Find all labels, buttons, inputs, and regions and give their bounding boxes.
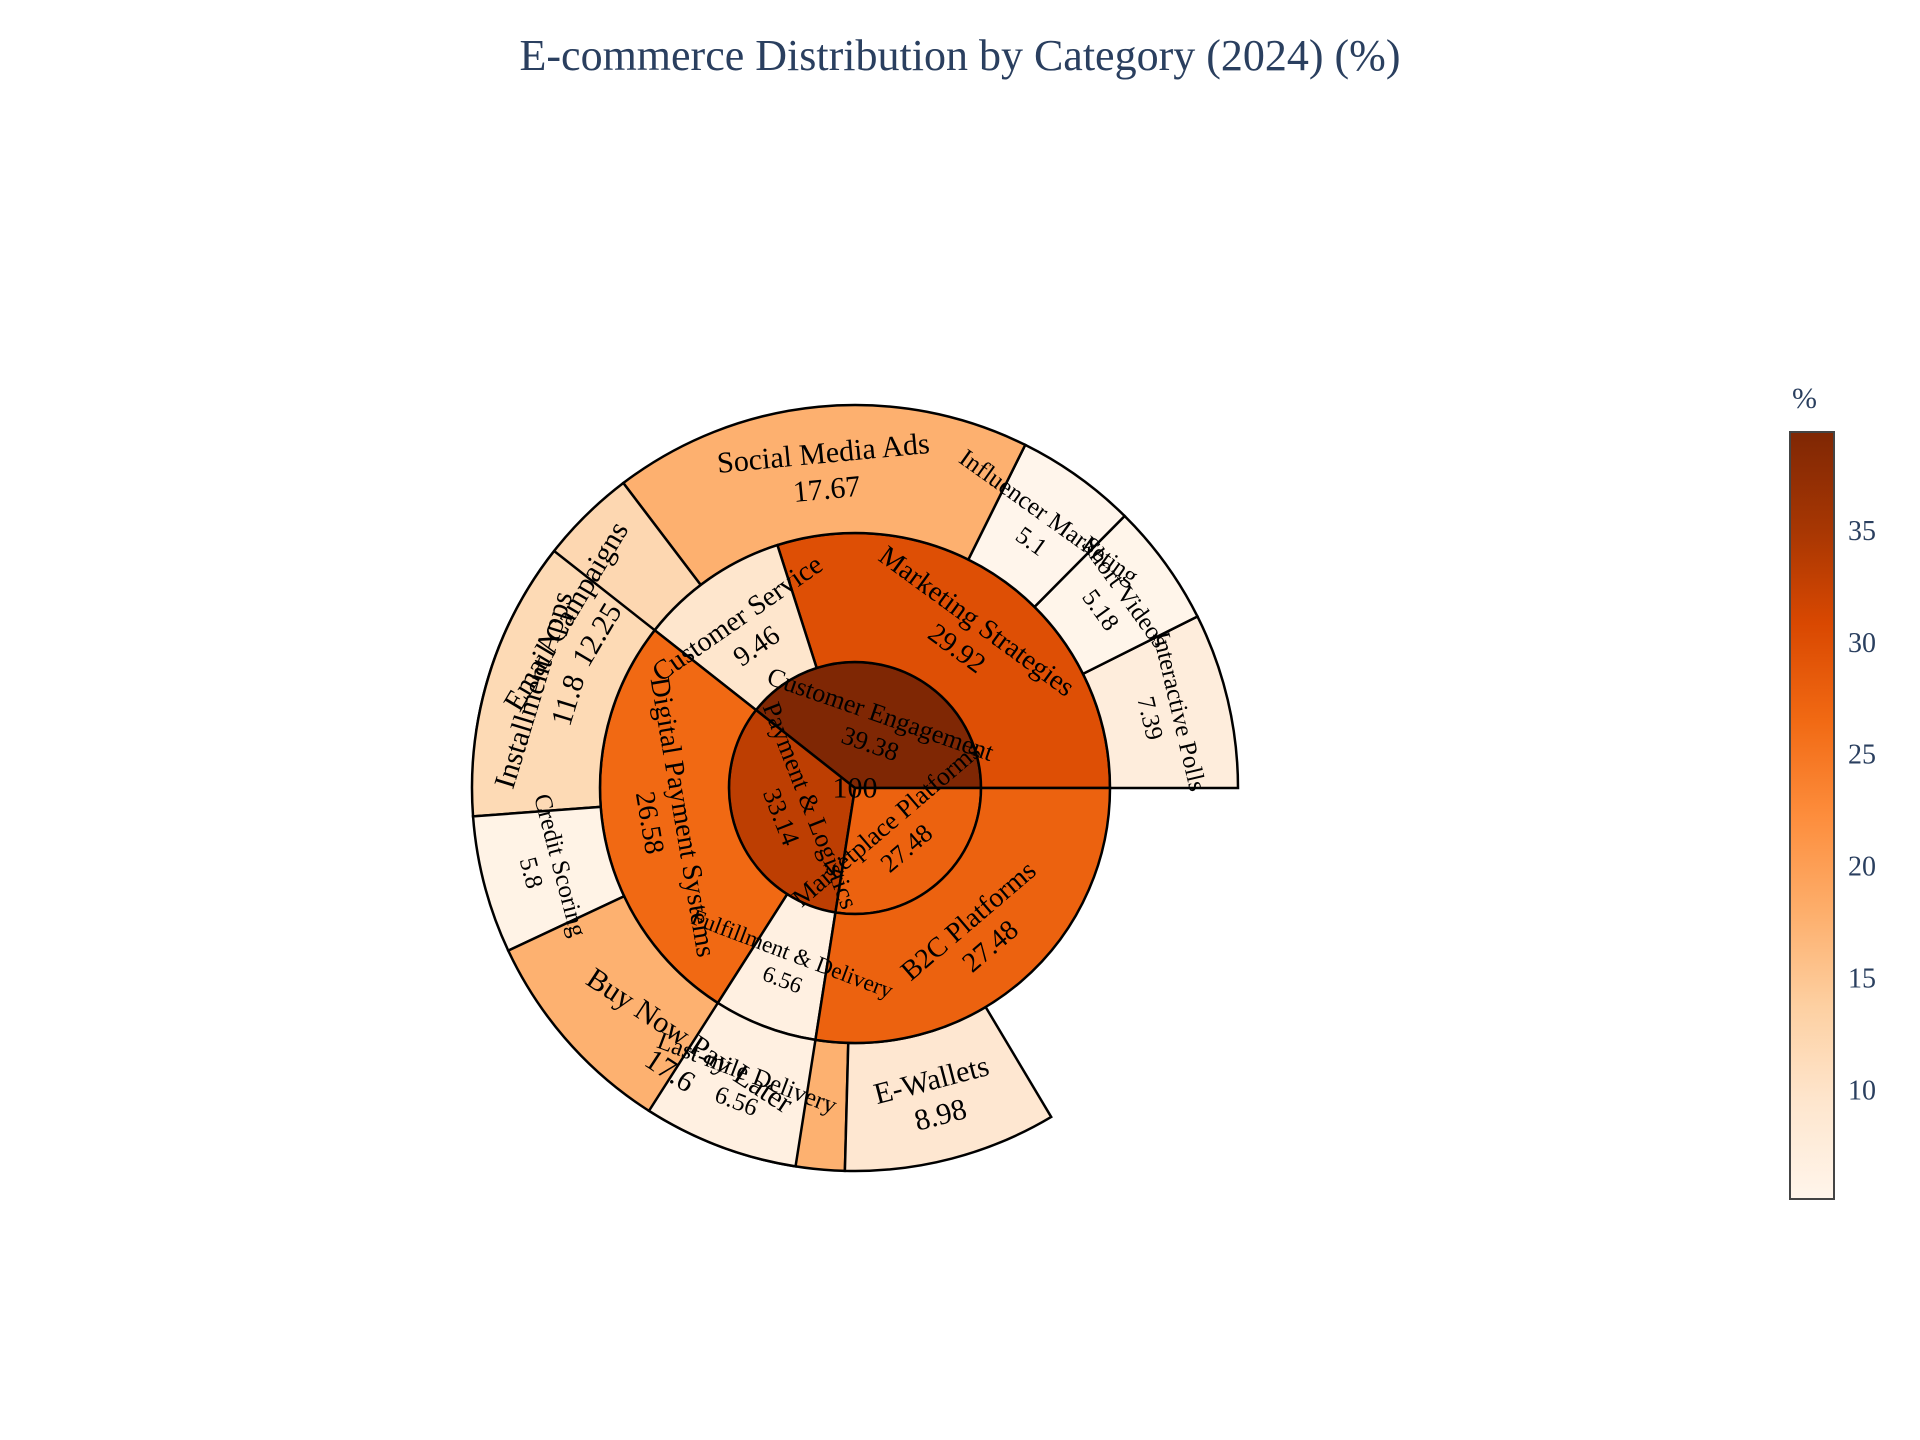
center-total-label: 100: [833, 772, 878, 805]
colorbar-tick-label: 35: [1848, 516, 1876, 547]
segment-social-media-ads[interactable]: [621, 403, 1027, 587]
colorbar-tick-label: 20: [1848, 852, 1876, 883]
label-value-social-media-ads: 17.67: [792, 470, 862, 509]
colorbar-tick-label: 30: [1848, 628, 1876, 659]
colorbar-tick-label: 15: [1848, 963, 1876, 994]
sunburst-segments: [470, 403, 1240, 1173]
colorbar-tick-label: 25: [1848, 740, 1876, 771]
colorbar-gradient: [1789, 431, 1835, 1200]
segment-b2c-platforms[interactable]: [813, 786, 1112, 1045]
segment-last-mile-delivery[interactable]: [647, 1001, 817, 1168]
colorbar: % 10 15 20 25 30 35: [1789, 382, 1876, 1200]
chart-title: E-commerce Distribution by Category (202…: [519, 31, 1401, 80]
colorbar-title: %: [1792, 382, 1817, 415]
colorbar-ticks: 10 15 20 25 30 35: [1848, 516, 1876, 1106]
colorbar-tick-label: 10: [1848, 1075, 1876, 1106]
